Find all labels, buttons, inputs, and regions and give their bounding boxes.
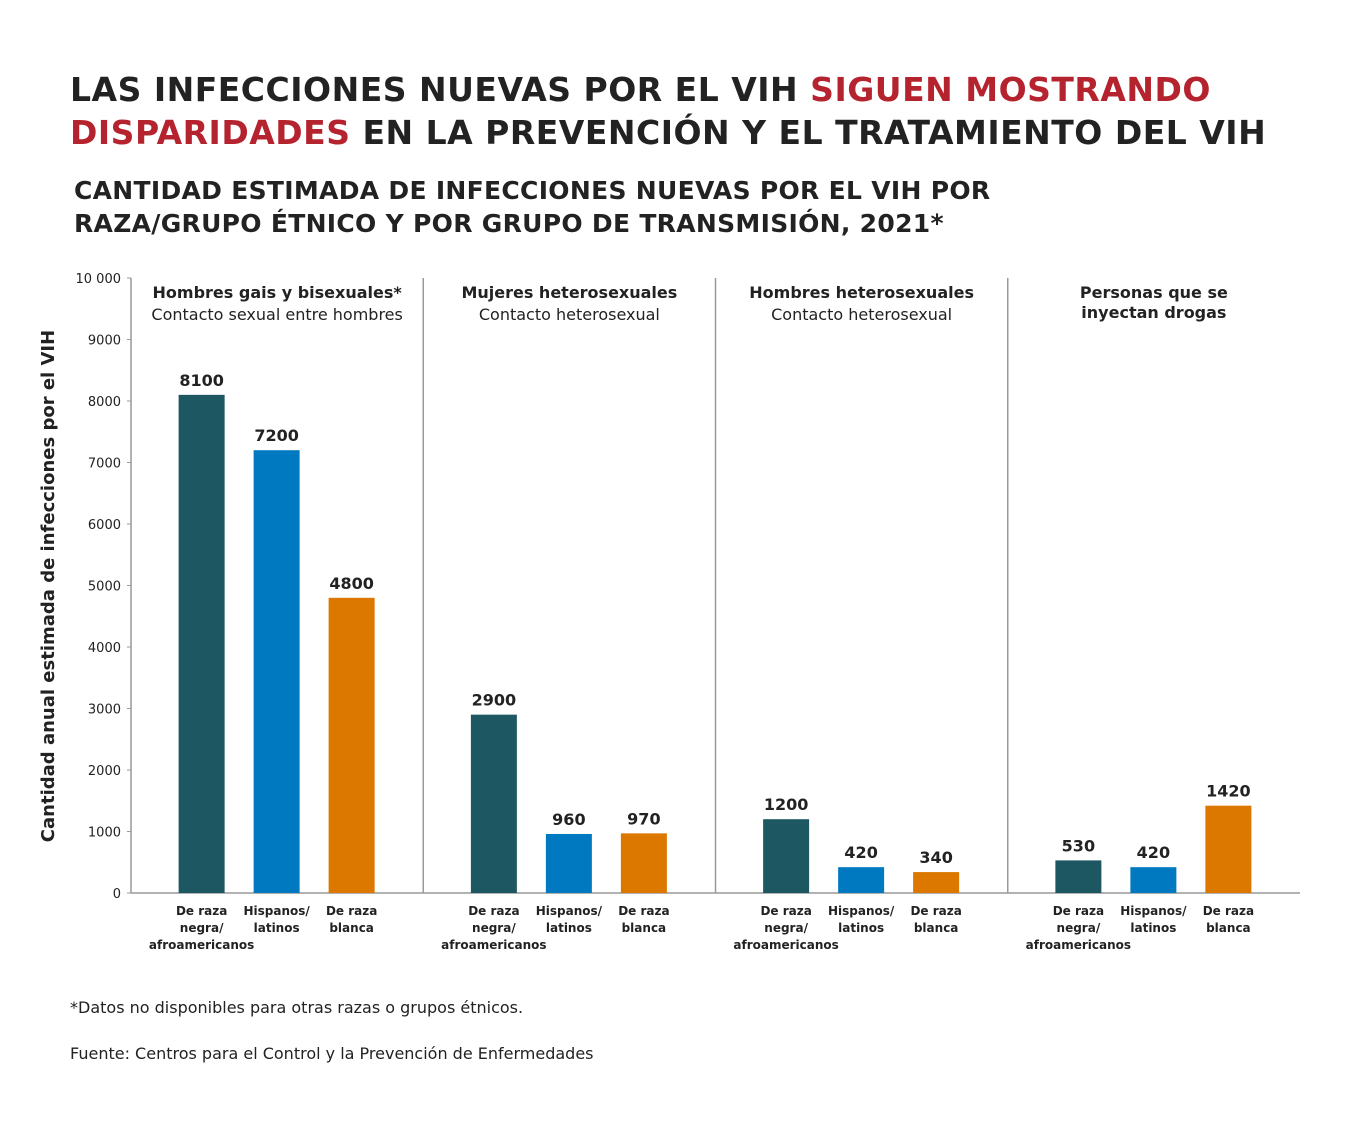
group-title: inyectan drogas	[1081, 303, 1226, 322]
source: Fuente: Centros para el Control y la Pre…	[70, 1044, 594, 1063]
data-label: 2900	[472, 691, 517, 710]
data-label: 970	[627, 809, 660, 828]
category-label: afroamericanos	[149, 938, 254, 952]
group-subtitle: Contacto sexual entre hombres	[151, 305, 402, 324]
bar	[763, 819, 810, 893]
category-label: Hispanos/	[828, 904, 895, 918]
category-label: De raza	[1203, 904, 1254, 918]
category-label: negra/	[472, 921, 516, 935]
category-label: latinos	[838, 921, 884, 935]
main-title: LAS INFECCIONES NUEVAS POR EL VIH SIGUEN…	[70, 68, 1270, 154]
y-tick-label: 3000	[88, 703, 121, 718]
group-subtitle: Contacto heterosexual	[479, 305, 660, 324]
bar	[838, 867, 885, 893]
bar	[1130, 867, 1177, 893]
y-tick-label: 2000	[88, 764, 121, 779]
y-tick-label: 10 000	[76, 272, 122, 287]
category-label: latinos	[546, 921, 592, 935]
group-title: Hombres gais y bisexuales*	[153, 283, 403, 302]
category-label: afroamericanos	[1026, 938, 1131, 952]
category-label: blanca	[329, 921, 374, 935]
data-label: 530	[1062, 836, 1095, 855]
data-label: 1200	[764, 795, 809, 814]
category-label: blanca	[622, 921, 667, 935]
category-label: Hispanos/	[1120, 904, 1187, 918]
category-label: De raza	[468, 904, 519, 918]
data-label: 7200	[254, 426, 299, 445]
category-label: De raza	[176, 904, 227, 918]
bar	[470, 714, 517, 893]
category-label: Hispanos/	[536, 904, 603, 918]
category-label: afroamericanos	[441, 938, 546, 952]
title-highlight2: DISPARIDADES	[70, 113, 351, 152]
category-label: latinos	[254, 921, 300, 935]
bar	[253, 450, 300, 893]
y-tick-label: 8000	[88, 395, 121, 410]
category-label: negra/	[180, 921, 224, 935]
category-label: negra/	[764, 921, 808, 935]
y-axis-label: Cantidad anual estimada de infecciones p…	[38, 330, 59, 842]
bar	[178, 394, 225, 893]
category-label: Hispanos/	[243, 904, 310, 918]
y-tick-label: 1000	[88, 826, 121, 841]
y-tick-label: 4000	[88, 641, 121, 656]
category-label: De raza	[618, 904, 669, 918]
y-tick-label: 6000	[88, 518, 121, 533]
title-part1: LAS INFECCIONES NUEVAS POR EL VIH	[70, 70, 811, 109]
bar	[1055, 860, 1102, 893]
y-tick-label: 0	[113, 887, 121, 902]
bar	[545, 833, 592, 893]
category-label: De raza	[326, 904, 377, 918]
data-label: 960	[552, 810, 585, 829]
y-tick-label: 7000	[88, 457, 121, 472]
title-part2: EN LA PREVENCIÓN Y EL TRATAMIENTO DEL VI…	[350, 113, 1267, 152]
data-label: 340	[919, 848, 952, 867]
category-label: latinos	[1130, 921, 1176, 935]
group-title: Mujeres heterosexuales	[461, 283, 677, 302]
bar	[328, 597, 375, 893]
category-label: negra/	[1057, 921, 1101, 935]
data-label: 420	[1137, 843, 1170, 862]
group-subtitle: Contacto heterosexual	[771, 305, 952, 324]
category-label: blanca	[914, 921, 959, 935]
y-tick-label: 5000	[88, 580, 121, 595]
y-tick-label: 9000	[88, 334, 121, 349]
group-title: Hombres heterosexuales	[749, 283, 974, 302]
chart-subtitle: CANTIDAD ESTIMADA DE INFECCIONES NUEVAS …	[74, 176, 991, 238]
category-label: De raza	[760, 904, 811, 918]
data-label: 4800	[329, 574, 374, 593]
data-label: 8100	[179, 371, 224, 390]
bar	[913, 872, 960, 893]
category-label: afroamericanos	[733, 938, 838, 952]
bar	[620, 833, 667, 893]
category-label: De raza	[910, 904, 961, 918]
category-label: De raza	[1053, 904, 1104, 918]
bar	[1205, 805, 1252, 893]
footnote: *Datos no disponibles para otras razas o…	[70, 998, 524, 1017]
data-label: 1420	[1206, 782, 1251, 801]
group-title: Personas que se	[1080, 283, 1228, 302]
title-highlight1: SIGUEN MOSTRANDO	[810, 70, 1211, 109]
category-label: blanca	[1206, 921, 1251, 935]
data-label: 420	[844, 843, 877, 862]
